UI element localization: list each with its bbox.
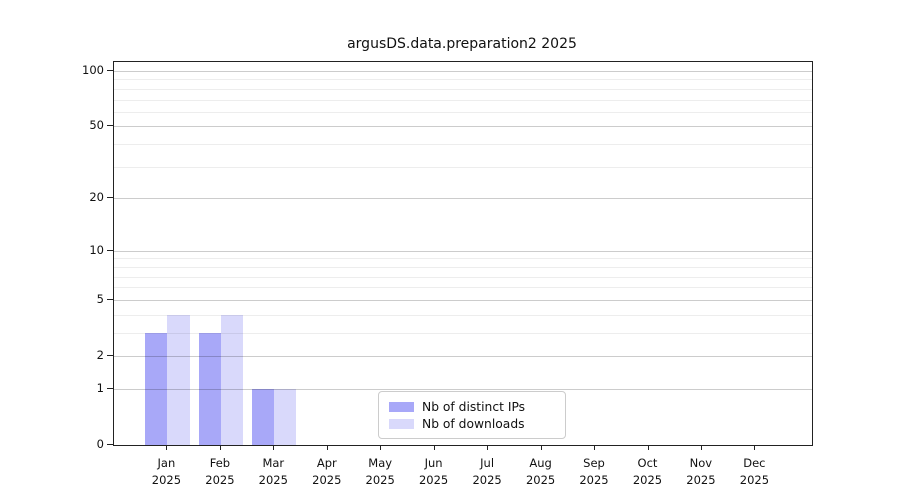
gridline-major-20 [114, 198, 812, 200]
bar-mar-downloads [274, 388, 297, 445]
y-tick-mark-2 [107, 355, 113, 356]
y-tick-label-20: 20 [89, 190, 104, 205]
y-tick-mark-1 [107, 387, 113, 389]
y-tick-label-50: 50 [89, 118, 104, 133]
gridline-major-1 [114, 388, 812, 390]
x-tick-mark-nov [700, 445, 702, 450]
legend-swatch-distinct-ips [389, 401, 414, 412]
gridline-minor-3 [114, 332, 812, 334]
gridline-minor-90 [114, 79, 812, 81]
y-tick-label-100: 100 [82, 63, 104, 77]
x-tick-mark-may [380, 445, 382, 450]
gridline-minor-8 [114, 266, 812, 268]
gridline-minor-9 [114, 258, 812, 260]
legend-swatch-downloads [389, 418, 414, 429]
x-tick-label-may: May 2025 [365, 456, 395, 487]
x-tick-label-nov: Nov 2025 [686, 456, 716, 487]
y-tick-label-5: 5 [96, 291, 104, 306]
y-tick-label-2: 2 [96, 348, 104, 362]
y-tick-mark-10 [107, 249, 113, 251]
x-tick-label-dec: Dec 2025 [739, 456, 770, 487]
bar-jan-downloads [167, 314, 190, 445]
chart-title: argusDS.data.preparation2 2025 [347, 36, 577, 52]
bar-jan-distinct-ips [145, 332, 168, 445]
gridline-minor-30 [114, 166, 812, 168]
x-tick-label-mar: Mar 2025 [258, 456, 288, 487]
bar-feb-downloads [220, 314, 243, 445]
x-tick-label-feb: Feb 2025 [205, 456, 235, 487]
gridline-minor-7 [114, 276, 812, 278]
gridline-minor-80 [114, 88, 812, 90]
bar-feb-distinct-ips [198, 332, 221, 445]
x-tick-label-jul: Jul 2025 [472, 456, 502, 487]
y-tick-mark-0 [107, 444, 113, 445]
y-tick-mark-50 [107, 125, 113, 127]
legend-entry-distinct-ips: Nb of distinct IPs [387, 398, 557, 415]
legend: Nb of distinct IPs Nb of downloads [378, 391, 566, 439]
x-tick-label-jan: Jan 2025 [151, 456, 182, 487]
x-tick-mark-aug [540, 445, 542, 450]
legend-entry-downloads: Nb of downloads [387, 415, 557, 432]
x-tick-label-jun: Jun 2025 [418, 456, 449, 487]
gridline-major-50 [114, 126, 812, 128]
y-tick-mark-20 [107, 197, 113, 199]
x-tick-mark-oct [647, 445, 649, 450]
x-tick-mark-sep [594, 445, 595, 450]
x-tick-mark-mar [273, 445, 275, 450]
legend-label-downloads: Nb of downloads [422, 416, 525, 431]
gridline-major-2 [114, 356, 812, 357]
y-tick-label-1: 1 [96, 380, 104, 395]
x-tick-label-sep: Sep 2025 [579, 456, 609, 487]
gridline-major-10 [114, 250, 812, 252]
bar-mar-distinct-ips [252, 388, 275, 445]
gridline-minor-40 [114, 144, 812, 146]
x-tick-mark-jul [487, 445, 489, 450]
y-tick-mark-5 [107, 298, 113, 300]
gridline-minor-4 [114, 314, 812, 316]
gridline-minor-60 [114, 111, 812, 113]
gridline-minor-70 [114, 99, 812, 101]
plot-area [113, 61, 813, 446]
x-tick-mark-apr [326, 445, 328, 450]
legend-label-distinct-ips: Nb of distinct IPs [422, 399, 526, 414]
y-tick-mark-100 [107, 70, 113, 71]
x-tick-mark-jan [166, 445, 168, 450]
x-tick-label-apr: Apr 2025 [312, 456, 342, 487]
gridline-major-100 [114, 71, 812, 72]
x-tick-label-oct: Oct 2025 [632, 456, 663, 487]
x-tick-label-aug: Aug 2025 [525, 456, 556, 487]
y-tick-label-0: 0 [96, 437, 104, 451]
x-tick-mark-feb [219, 445, 221, 450]
x-tick-mark-jun [433, 445, 435, 450]
y-tick-label-10: 10 [89, 242, 104, 257]
gridline-minor-6 [114, 287, 812, 289]
x-tick-mark-dec [754, 445, 756, 450]
gridline-major-5 [114, 299, 812, 301]
